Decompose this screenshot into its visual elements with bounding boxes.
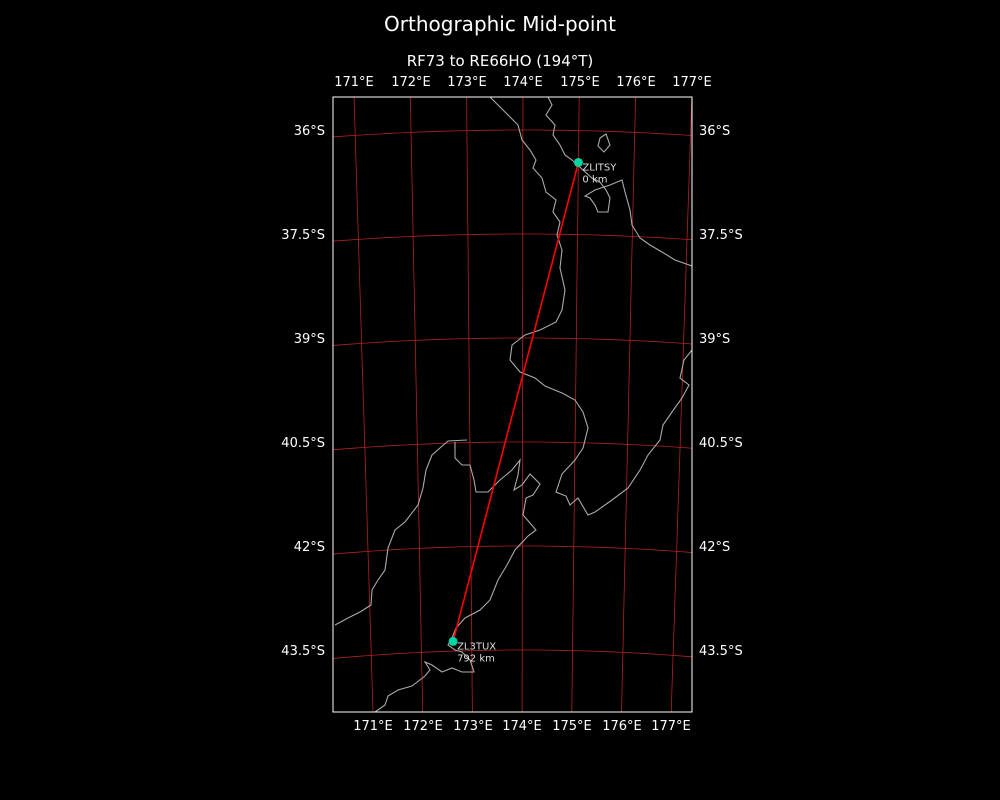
lon-tick-label-bottom: 172°E: [403, 719, 443, 734]
lon-tick-label-bottom: 173°E: [453, 719, 493, 734]
lat-tick-label-left: 42°S: [294, 540, 325, 555]
lon-tick-label-bottom: 177°E: [651, 719, 691, 734]
lon-tick-label-top: 175°E: [560, 75, 600, 90]
lon-tick-label-top: 177°E: [672, 75, 712, 90]
meridian-line: [466, 97, 473, 712]
meridian-line: [621, 97, 636, 712]
lon-tick-label-top: 172°E: [391, 75, 431, 90]
great-circle-path: [452, 162, 580, 642]
lat-tick-label-right: 42°S: [699, 540, 730, 555]
lat-tick-label-right: 37.5°S: [699, 228, 743, 243]
chart-title: Orthographic Mid-point: [384, 12, 616, 36]
lon-tick-label-top: 176°E: [616, 75, 656, 90]
lat-tick-label-left: 39°S: [294, 332, 325, 347]
island-coastline: [597, 133, 611, 153]
lon-tick-label-bottom: 171°E: [353, 719, 393, 734]
north-island-coastline: [489, 97, 692, 516]
lat-tick-label-left: 40.5°S: [281, 436, 325, 451]
station-distance: 792 km: [457, 653, 495, 664]
coastlines: [334, 97, 692, 712]
map-frame: [332, 96, 693, 713]
gridlines: [333, 97, 692, 712]
parallel-line: [333, 545, 692, 555]
axis-ticks: 171°E 171°E 172°E 172°E 173°E 173°E 174°E 174°E…: [281, 75, 742, 734]
station-callsign: ZLITSY: [582, 162, 617, 173]
lon-tick-label-bottom: 174°E: [502, 719, 542, 734]
lon-tick-label-top: 173°E: [447, 75, 487, 90]
station-marker: [573, 157, 583, 167]
lat-tick-label-right: 43.5°S: [699, 644, 743, 659]
parallel-line: [333, 441, 692, 451]
parallel-line: [333, 233, 692, 242]
meridian-line: [571, 97, 580, 712]
meridian-line: [521, 97, 524, 712]
north-island-east-coastline: [545, 97, 692, 267]
chart-subtitle: RF73 to RE66HO (194°T): [406, 52, 594, 70]
map-area: [333, 97, 692, 712]
lat-tick-label-left: 37.5°S: [281, 228, 325, 243]
lat-tick-label-right: 39°S: [699, 332, 730, 347]
south-island-east-coastline: [374, 442, 541, 712]
meridian-line: [409, 97, 424, 712]
lon-tick-label-bottom: 175°E: [552, 719, 592, 734]
lat-tick-label-left: 43.5°S: [281, 644, 325, 659]
parallel-line: [333, 337, 692, 346]
lat-tick-label-left: 36°S: [294, 124, 325, 139]
station-callsign: ZL3TUX: [457, 641, 496, 652]
meridian-line: [670, 97, 692, 712]
lon-tick-label-bottom: 176°E: [602, 719, 642, 734]
lon-tick-label-top: 171°E: [334, 75, 374, 90]
meridian-line: [353, 97, 374, 712]
lat-tick-label-right: 40.5°S: [699, 436, 743, 451]
station-distance: 0 km: [582, 174, 607, 185]
parallel-line: [333, 129, 692, 138]
south-island-coastline: [334, 439, 468, 626]
station-marker: [448, 636, 458, 646]
lon-tick-label-top: 174°E: [503, 75, 543, 90]
path-line: [452, 162, 580, 642]
parallel-line: [333, 649, 692, 659]
lat-tick-label-right: 36°S: [699, 124, 730, 139]
